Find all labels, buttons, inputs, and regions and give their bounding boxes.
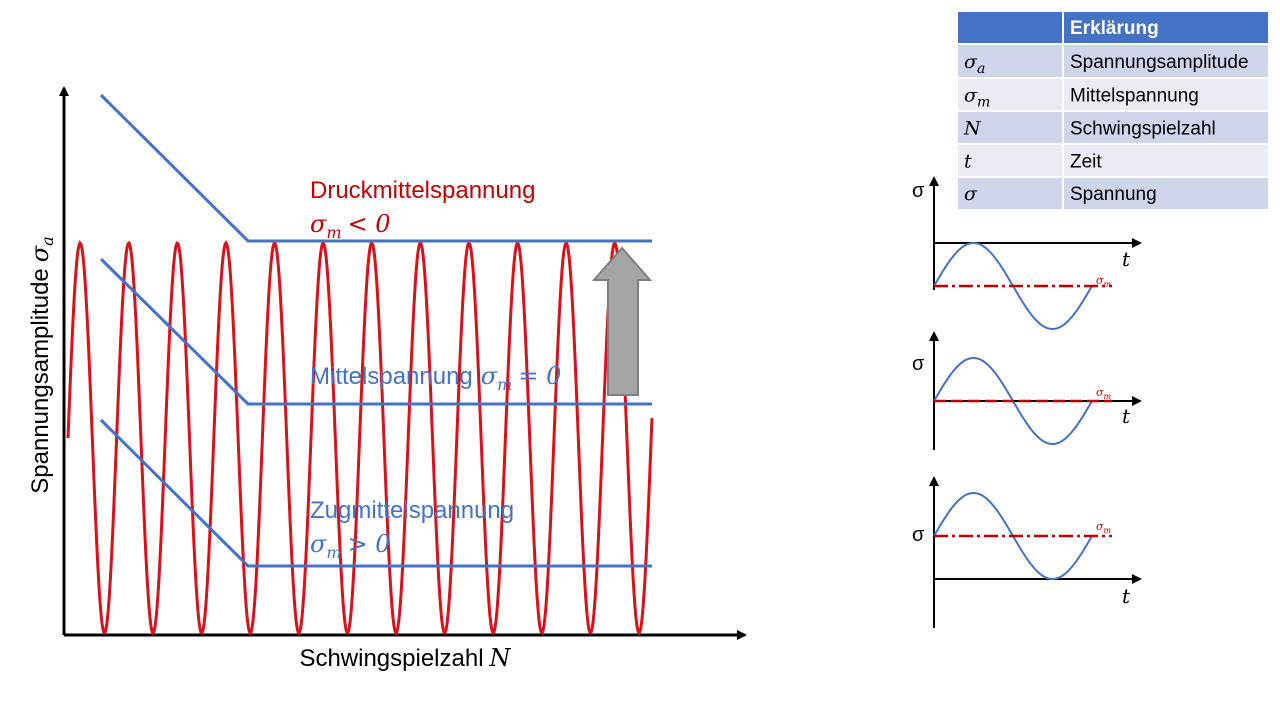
table-symbol: N — [963, 118, 982, 140]
table-symbol: t — [964, 151, 972, 173]
x-axis-label: Schwingspielzahl N — [299, 644, 511, 672]
woehler-line — [99, 418, 652, 568]
plot-y-label: σ — [912, 524, 925, 546]
table-symbol: σa — [964, 51, 985, 77]
sine-curve — [66, 240, 654, 636]
y-axis-label: Spannungsamplitudeσa — [26, 236, 57, 493]
curve-label: Zugmittelspannung — [310, 497, 514, 524]
plot-x-label: t — [1122, 404, 1131, 428]
mean-label: σm — [1096, 274, 1112, 289]
table-row — [958, 111, 1268, 144]
curve-label: Mittelspannung σm = 0 — [310, 362, 561, 394]
table-cell: Spannungsamplitude — [1070, 52, 1249, 73]
curve-formula: σm < 0 — [310, 210, 391, 242]
curve-label: Druckmittelspannung — [310, 177, 535, 204]
table-cell: Schwingspielzahl — [1070, 119, 1216, 140]
table-cell: Spannung — [1070, 184, 1157, 205]
plot-x-label: t — [1122, 584, 1131, 608]
woehler-line — [99, 93, 652, 243]
plot-x-label: t — [1122, 247, 1131, 271]
table-header — [958, 12, 1268, 44]
woehler-line — [99, 257, 652, 406]
table-row — [958, 144, 1268, 177]
table-row — [958, 78, 1268, 111]
curve-formula: σm > 0 — [310, 530, 391, 562]
legend-table: Erklärung σa Spannungsamplitude σm Mittelsp… — [958, 12, 1268, 209]
plot-y-label: σ — [912, 180, 925, 202]
plot-y-label: σ — [912, 353, 925, 375]
table-symbol: σ — [964, 183, 978, 205]
table-symbol: σm — [964, 85, 990, 111]
table-cell: Mittelspannung — [1070, 86, 1199, 107]
table-row — [958, 44, 1268, 78]
mean-label: σm — [1096, 520, 1112, 535]
shift-arrow — [591, 246, 653, 396]
table-row — [958, 177, 1268, 209]
table-header-cell: Erklärung — [1070, 18, 1159, 39]
table-cell: Zeit — [1070, 152, 1102, 173]
mean-label: σm — [1096, 386, 1112, 401]
